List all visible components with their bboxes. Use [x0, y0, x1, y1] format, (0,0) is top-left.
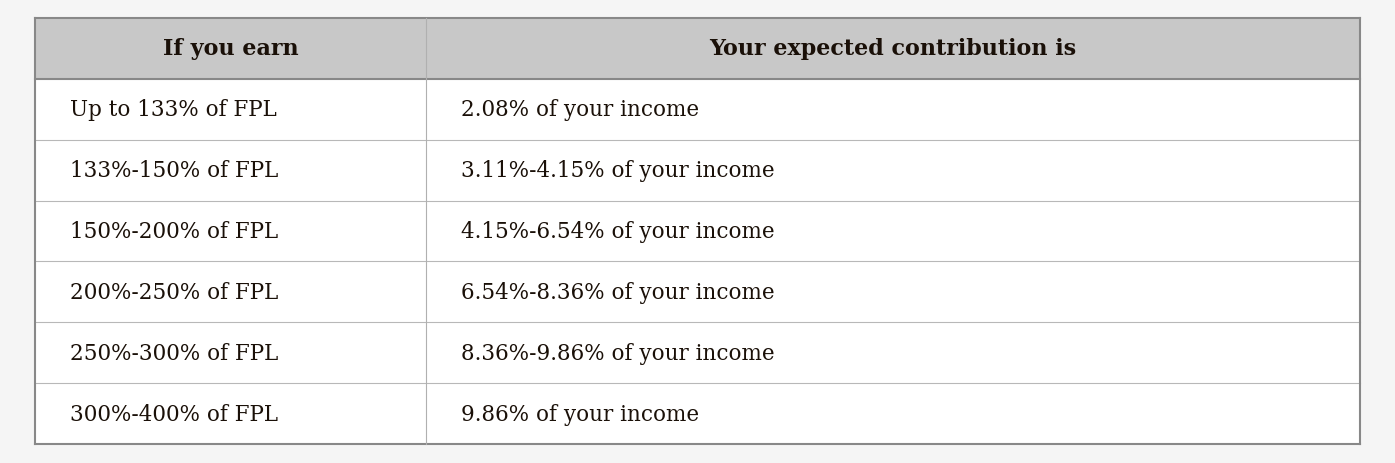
- Text: If you earn: If you earn: [163, 38, 299, 60]
- Bar: [35, 79, 425, 140]
- Bar: [35, 384, 425, 444]
- Bar: [35, 201, 425, 262]
- Text: 8.36%-9.86% of your income: 8.36%-9.86% of your income: [460, 342, 774, 364]
- Text: 150%-200% of FPL: 150%-200% of FPL: [70, 220, 278, 243]
- Text: 6.54%-8.36% of your income: 6.54%-8.36% of your income: [460, 282, 774, 303]
- Bar: [425, 19, 1360, 79]
- Text: 9.86% of your income: 9.86% of your income: [460, 403, 699, 425]
- Text: 2.08% of your income: 2.08% of your income: [460, 99, 699, 121]
- Bar: [425, 140, 1360, 201]
- Text: 300%-400% of FPL: 300%-400% of FPL: [70, 403, 278, 425]
- Bar: [425, 262, 1360, 323]
- Bar: [35, 140, 425, 201]
- Bar: [35, 262, 425, 323]
- Bar: [35, 323, 425, 384]
- Text: Your expected contribution is: Your expected contribution is: [710, 38, 1077, 60]
- Text: 133%-150% of FPL: 133%-150% of FPL: [70, 160, 278, 181]
- Bar: [425, 79, 1360, 140]
- Bar: [35, 19, 425, 79]
- Text: Up to 133% of FPL: Up to 133% of FPL: [70, 99, 276, 121]
- Text: 3.11%-4.15% of your income: 3.11%-4.15% of your income: [460, 160, 774, 181]
- Bar: [425, 201, 1360, 262]
- Text: 250%-300% of FPL: 250%-300% of FPL: [70, 342, 278, 364]
- Bar: [425, 384, 1360, 444]
- Text: 4.15%-6.54% of your income: 4.15%-6.54% of your income: [460, 220, 774, 243]
- Bar: [425, 323, 1360, 384]
- Text: 200%-250% of FPL: 200%-250% of FPL: [70, 282, 278, 303]
